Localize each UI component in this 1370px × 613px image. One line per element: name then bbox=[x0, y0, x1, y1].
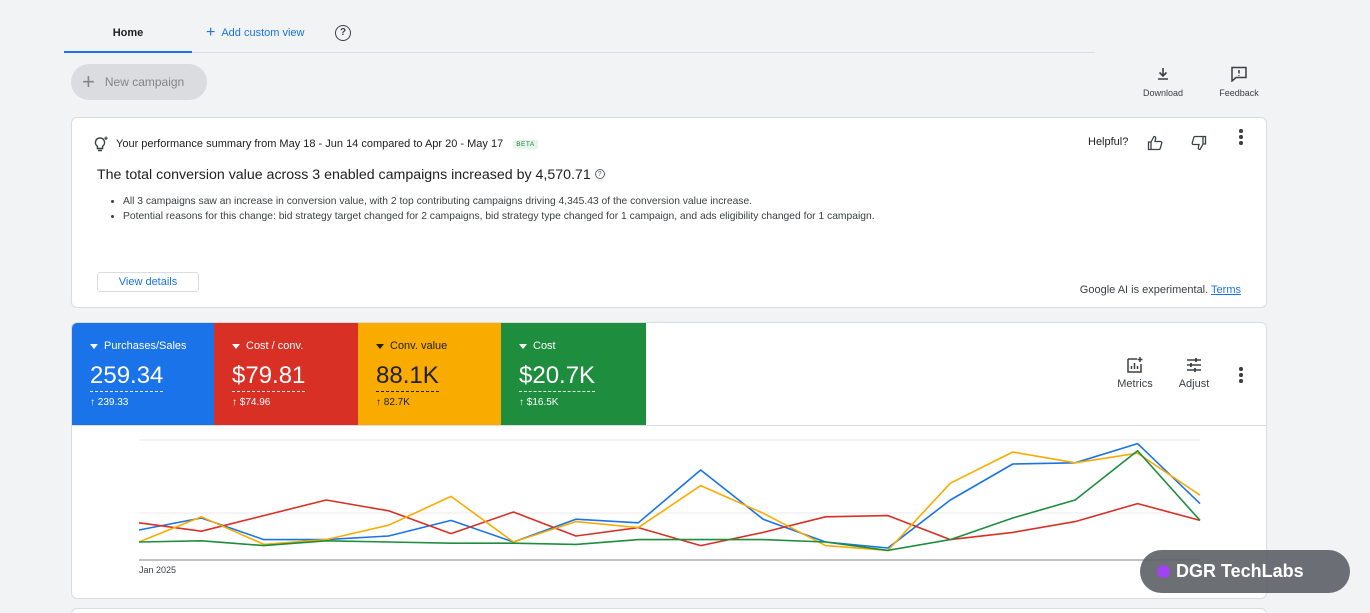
metrics-label: Metrics bbox=[1117, 378, 1153, 390]
metrics-button[interactable]: Metrics bbox=[1110, 356, 1160, 390]
metric-delta: ↑ 239.33 bbox=[90, 397, 129, 408]
metric-value: $20.7K bbox=[519, 361, 596, 392]
metric-delta: ↑ 82.7K bbox=[376, 397, 410, 408]
performance-chart-card: Purchases/Sales 259.34 ↑ 239.33 Cost / c… bbox=[71, 322, 1267, 599]
help-icon[interactable]: ? bbox=[335, 25, 351, 41]
series-line-purchases-sales bbox=[138, 442, 1201, 549]
plus-icon: + bbox=[82, 69, 95, 94]
performance-summary-card: Your performance summary from May 18 - J… bbox=[71, 117, 1267, 308]
series-line-cost-conv- bbox=[138, 499, 1201, 547]
summary-bullet: Potential reasons for this change: bid s… bbox=[123, 211, 875, 222]
summary-bullets: All 3 campaigns saw an increase in conve… bbox=[123, 196, 875, 226]
new-campaign-button[interactable]: + New campaign bbox=[71, 64, 207, 100]
metric-value: 88.1K bbox=[376, 361, 439, 392]
metric-name-row: Purchases/Sales bbox=[90, 340, 187, 352]
feedback-button[interactable]: Feedback bbox=[1209, 66, 1269, 98]
metric-name: Purchases/Sales bbox=[104, 340, 187, 352]
ai-disclaimer: Google AI is experimental. Terms bbox=[1080, 284, 1241, 296]
lightbulb-icon bbox=[94, 136, 108, 152]
watermark-text: DGR TechLabs bbox=[1176, 561, 1304, 581]
terms-link[interactable]: Terms bbox=[1211, 284, 1241, 296]
adjust-icon bbox=[1187, 358, 1201, 372]
metric-name: Cost / conv. bbox=[246, 340, 304, 352]
metric-name-row: Conv. value bbox=[376, 340, 447, 352]
summary-heading: Your performance summary from May 18 - J… bbox=[116, 138, 504, 150]
tab-home[interactable]: Home bbox=[64, 16, 192, 53]
chart-more-options-icon[interactable] bbox=[1239, 367, 1243, 385]
metric-delta: ↑ $16.5K bbox=[519, 397, 559, 408]
download-label: Download bbox=[1142, 88, 1184, 98]
adjust-button[interactable]: Adjust bbox=[1169, 356, 1219, 390]
download-icon bbox=[1158, 68, 1168, 80]
dropdown-caret-icon[interactable] bbox=[519, 343, 527, 349]
summary-heading-row: Your performance summary from May 18 - J… bbox=[92, 135, 538, 153]
new-campaign-label: New campaign bbox=[104, 75, 185, 89]
summary-title: The total conversion value across 3 enab… bbox=[97, 167, 605, 183]
chart-divider bbox=[72, 425, 1266, 426]
more-options-icon[interactable] bbox=[1239, 129, 1243, 147]
metric-name: Conv. value bbox=[390, 340, 448, 352]
metric-tile-purchases[interactable]: Purchases/Sales 259.34 ↑ 239.33 bbox=[72, 323, 214, 425]
series-line-cost bbox=[138, 449, 1201, 552]
watermark-dot-icon bbox=[1157, 565, 1170, 578]
thumbs-down-icon[interactable] bbox=[1191, 135, 1207, 151]
view-tabs: Home + Add custom view ? bbox=[64, 16, 1095, 53]
dropdown-caret-icon[interactable] bbox=[376, 343, 384, 349]
metric-value: $79.81 bbox=[232, 361, 306, 392]
download-button[interactable]: Download bbox=[1133, 66, 1193, 98]
beta-badge: BETA bbox=[513, 139, 538, 149]
metric-name-row: Cost / conv. bbox=[232, 340, 303, 352]
feedback-icon bbox=[1231, 66, 1247, 82]
add-custom-view-label: Add custom view bbox=[221, 27, 305, 39]
metric-tile-conv-value[interactable]: Conv. value 88.1K ↑ 82.7K bbox=[358, 323, 501, 425]
metric-name-row: Cost bbox=[519, 340, 556, 352]
summary-bullet: All 3 campaigns saw an increase in conve… bbox=[123, 196, 875, 207]
metric-value: 259.34 bbox=[90, 361, 164, 392]
add-custom-view-button[interactable]: + Add custom view bbox=[206, 16, 305, 50]
metric-delta: ↑ $74.96 bbox=[232, 397, 271, 408]
view-details-button[interactable]: View details bbox=[97, 272, 199, 292]
summary-title-text: The total conversion value across 3 enab… bbox=[97, 167, 591, 183]
thumbs-up-icon[interactable] bbox=[1147, 135, 1163, 151]
plus-icon: + bbox=[206, 24, 216, 41]
metric-tile-cost[interactable]: Cost $20.7K ↑ $16.5K bbox=[501, 323, 646, 425]
dropdown-caret-icon[interactable] bbox=[232, 343, 240, 349]
dropdown-caret-icon[interactable] bbox=[90, 343, 98, 349]
next-card bbox=[71, 608, 1267, 613]
performance-line-chart bbox=[138, 439, 1201, 561]
info-icon[interactable]: ? bbox=[594, 169, 605, 179]
metric-name: Cost bbox=[533, 340, 556, 352]
helpful-label: Helpful? bbox=[1088, 136, 1129, 148]
adjust-label: Adjust bbox=[1178, 378, 1210, 390]
watermark-badge: DGR TechLabs bbox=[1140, 550, 1350, 593]
ai-note-text: Google AI is experimental. bbox=[1079, 284, 1209, 296]
x-axis-label: Jan 2025 bbox=[139, 565, 177, 575]
series-line-conv-value bbox=[138, 451, 1201, 552]
add-chart-icon bbox=[1127, 357, 1143, 373]
feedback-label: Feedback bbox=[1219, 88, 1259, 98]
metric-tile-cost-per-conv[interactable]: Cost / conv. $79.81 ↑ $74.96 bbox=[214, 323, 358, 425]
